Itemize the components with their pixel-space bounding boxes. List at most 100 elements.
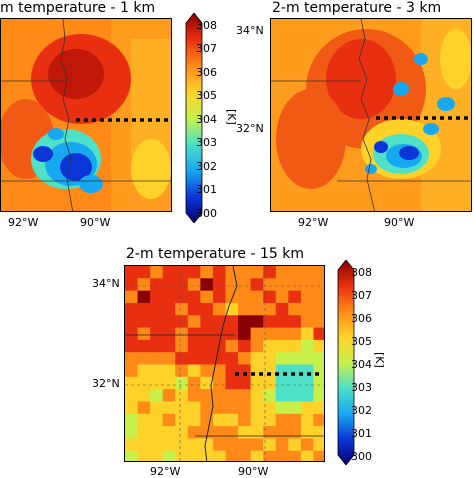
grid-cell (187, 278, 201, 292)
grid-cell (162, 376, 176, 390)
grid-cell (300, 352, 314, 365)
grid-cell (313, 315, 324, 329)
grid-cell (313, 339, 324, 353)
colorbar-tick: 308 (196, 19, 217, 32)
grid-cell (275, 438, 289, 452)
grid-cell (200, 315, 214, 329)
grid-cell (137, 352, 151, 365)
grid-cell (275, 389, 289, 402)
grid-cell (313, 327, 324, 341)
grid-cell (300, 426, 314, 439)
panel-title: 2-m temperature - 15 km (126, 246, 305, 262)
grid-cell (250, 278, 264, 292)
grid-cell (313, 438, 324, 452)
grid-cell (313, 278, 324, 292)
grid-cell (275, 339, 289, 353)
grid-cell (275, 450, 289, 461)
grid-cell (175, 352, 189, 365)
grid-cell (225, 302, 239, 316)
grid-cell (225, 438, 239, 452)
grid-cell (150, 413, 164, 427)
grid-cell (238, 339, 252, 353)
grid-cell (187, 450, 201, 461)
grid-cell (137, 339, 151, 353)
colorbar-tick: 301 (196, 183, 217, 196)
colorbar-tick: 307 (196, 42, 217, 55)
grid-cell (225, 376, 239, 390)
grid-cell (288, 450, 302, 461)
grid-cell (313, 413, 324, 427)
grid-cell (150, 389, 164, 402)
grid-cell (137, 450, 151, 461)
grid-cell (250, 290, 264, 304)
grid-cell (125, 352, 139, 365)
grid-cell (200, 302, 214, 316)
colorbar-unit-label: [K] (373, 352, 386, 368)
colorbar-tick: 300 (351, 450, 372, 463)
grid-cell (238, 290, 252, 304)
grid-cell (250, 450, 264, 461)
grid-cell (212, 290, 226, 304)
grid-cell (275, 266, 289, 279)
grid-cell (137, 401, 151, 415)
river-border (204, 266, 238, 461)
grid-cell (175, 376, 189, 390)
grid-cell (187, 352, 201, 365)
grid-cell (275, 315, 289, 329)
grid-cell (175, 438, 189, 452)
grid-cell (187, 401, 201, 415)
x-tick-label: 92°W (150, 465, 181, 478)
grid-cell (263, 339, 277, 353)
grid-cell (300, 389, 314, 402)
grid-cell (187, 315, 201, 329)
grid-cell (313, 364, 324, 378)
grid-cell (162, 290, 176, 304)
grid-cell (200, 290, 214, 304)
grid-cell (212, 364, 226, 378)
grid-cell (125, 327, 139, 341)
colorbar-gradient (185, 12, 203, 224)
grid-cell (162, 327, 176, 341)
grid-cell (212, 376, 226, 390)
grid-cell (225, 426, 239, 439)
grid-cell (150, 290, 164, 304)
map-plot (270, 18, 472, 212)
colorbar-gradient (337, 259, 355, 466)
grid-cell (125, 278, 139, 292)
grid-cell (212, 450, 226, 461)
grid-cell (250, 327, 264, 341)
grid-cell (238, 278, 252, 292)
grid-cell (125, 450, 139, 461)
grid-cell (125, 339, 139, 353)
grid-cell (238, 266, 252, 279)
grid-cell (162, 266, 176, 279)
temperature-field (125, 266, 324, 461)
grid-cell (212, 401, 226, 415)
grid-cell (125, 389, 139, 402)
grid-cell (275, 426, 289, 439)
grid-cell (263, 327, 277, 341)
grid-cell (225, 266, 239, 279)
grid-cell (238, 364, 252, 378)
grid-cell (288, 290, 302, 304)
grid-cell (137, 315, 151, 329)
grid-cell (187, 266, 201, 279)
grid-cell (300, 290, 314, 304)
grid-cell (150, 302, 164, 316)
grid-cell (225, 339, 239, 353)
colorbar-tick: 303 (351, 381, 372, 394)
grid-cell (137, 413, 151, 427)
grid-cell (175, 450, 189, 461)
grid-cell (187, 376, 201, 390)
grid-cell (212, 266, 226, 279)
grid-cell (150, 401, 164, 415)
grid-cell (288, 438, 302, 452)
grid-cell (162, 438, 176, 452)
grid-cell (137, 327, 151, 341)
colorbar-tick: 303 (196, 136, 217, 149)
y-tick-label: 34°N (236, 24, 264, 37)
grid-cell (313, 266, 324, 279)
grid-cell (263, 438, 277, 452)
colorbar-tick: 305 (196, 89, 217, 102)
colorbar-tick: 304 (351, 358, 372, 371)
